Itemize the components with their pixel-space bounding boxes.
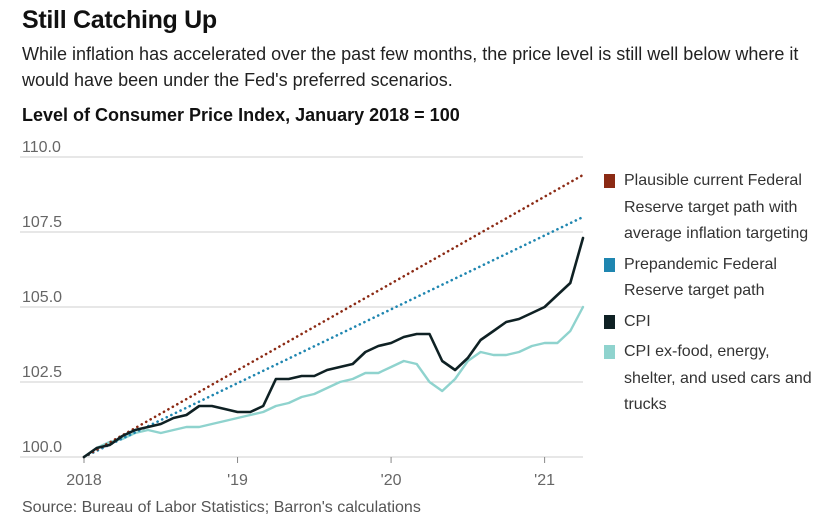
series-lines <box>82 173 585 459</box>
x-tick-label: '19 <box>227 472 248 489</box>
legend-swatch-plausible <box>604 174 615 188</box>
legend-item-cpi: CPI <box>604 309 814 336</box>
y-tick-label: 110.0 <box>22 139 61 156</box>
series-line-prepandemic <box>82 215 585 459</box>
x-tick-labels: 2018 '19 '20 '21 <box>66 457 555 489</box>
x-tick-label: 2018 <box>66 472 102 489</box>
legend-swatch-prepandemic <box>604 257 615 272</box>
plot-title: Level of Consumer Price Index, January 2… <box>22 105 460 125</box>
legend-swatch-core <box>604 345 615 359</box>
y-tick-label: 105.0 <box>22 289 62 306</box>
y-tick-labels: 100.0 102.5 105.0 107.5 110.0 <box>22 139 62 456</box>
source-note: Source: Bureau of Labor Statistics; Barr… <box>22 499 421 516</box>
legend-swatch-cpi <box>604 314 615 329</box>
legend-label-plausible: Plausible current Federal Reserve target… <box>624 172 809 242</box>
x-tick-label: '20 <box>381 472 402 489</box>
legend-label-core: CPI ex-food, energy, shelter, and used c… <box>624 343 812 413</box>
y-tick-label: 107.5 <box>22 214 62 231</box>
series-line-cpi <box>82 236 585 459</box>
chart-subtitle: While inflation has accelerated over the… <box>22 44 799 90</box>
y-tick-label: 102.5 <box>22 364 62 381</box>
legend-label-cpi: CPI <box>624 312 651 330</box>
y-tick-label: 100.0 <box>22 439 62 456</box>
series-line-core <box>82 305 585 459</box>
legend-item-plausible: Plausible current Federal Reserve target… <box>604 168 814 248</box>
chart-title: Still Catching Up <box>22 6 217 34</box>
gridlines <box>20 156 583 458</box>
series-line-plausible <box>82 173 585 459</box>
x-tick-label: '21 <box>534 472 555 489</box>
legend-label-prepandemic: Prepandemic Federal Reserve target path <box>624 255 777 300</box>
legend-item-core: CPI ex-food, energy, shelter, and used c… <box>604 339 814 419</box>
chart-legend: Plausible current Federal Reserve target… <box>604 168 814 423</box>
legend-item-prepandemic: Prepandemic Federal Reserve target path <box>604 252 814 305</box>
